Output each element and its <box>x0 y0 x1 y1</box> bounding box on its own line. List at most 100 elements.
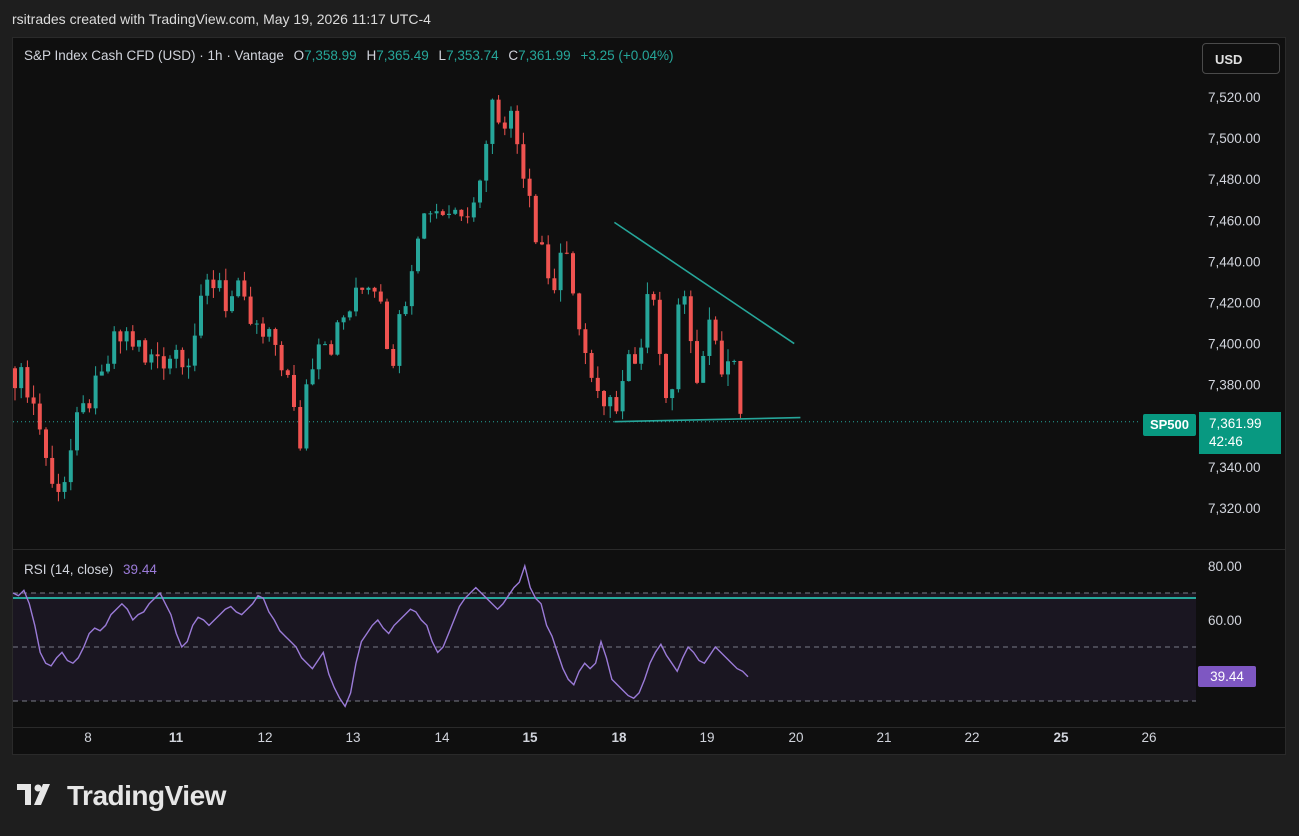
candle-body <box>682 296 687 305</box>
candle-body <box>428 213 433 215</box>
time-tick-label: 25 <box>1053 730 1069 745</box>
candle-body <box>471 202 476 218</box>
candle-body <box>422 213 427 239</box>
close-label: C <box>508 48 519 63</box>
candle-body <box>496 99 501 123</box>
candle-body <box>298 407 303 449</box>
candle-body <box>267 329 272 337</box>
ohlc-legend: S&P Index Cash CFD (USD) · 1h · Vantage … <box>24 48 674 63</box>
candle-body <box>223 280 228 312</box>
candle-body <box>285 370 290 375</box>
time-tick-label: 11 <box>169 730 184 745</box>
candle-body <box>440 211 445 215</box>
candle-body <box>261 323 265 337</box>
candle-body <box>25 367 30 398</box>
rsi-legend: RSI (14, close) 39.44 <box>24 562 157 577</box>
candle-body <box>478 180 482 203</box>
close-value: 7,361.99 <box>518 48 571 63</box>
change-value: +3.25 (+0.04%) <box>580 48 674 63</box>
candle-body <box>738 360 743 414</box>
candle-body <box>409 271 414 307</box>
candle-body <box>639 347 644 364</box>
candle-body <box>509 110 513 129</box>
candle-body <box>546 244 551 279</box>
candle-body <box>397 314 402 366</box>
chart-frame[interactable] <box>12 37 1286 755</box>
candle-body <box>124 331 129 342</box>
candle-body <box>577 293 582 330</box>
candle-body <box>87 403 92 409</box>
price-tick-label: 7,420.00 <box>1208 296 1261 311</box>
candle-body <box>453 209 458 214</box>
candle-body <box>68 450 73 483</box>
candle-body <box>366 287 371 290</box>
candle-body <box>205 279 210 296</box>
candle-body <box>130 331 135 347</box>
candle-body <box>552 278 557 291</box>
candle-body <box>211 279 216 289</box>
last-price: 7,361.99 <box>1209 416 1262 431</box>
bar-countdown: 42:46 <box>1209 434 1243 449</box>
candle-body <box>664 353 668 399</box>
candle-body <box>490 99 495 144</box>
time-tick-label: 21 <box>876 730 891 745</box>
candle-body <box>118 331 123 342</box>
candle-body <box>99 371 104 376</box>
candle-body <box>434 211 439 214</box>
symbol-label: S&P Index Cash CFD (USD) · 1h · Vantage <box>24 48 284 63</box>
candle-body <box>50 457 55 484</box>
candle-body <box>540 242 544 245</box>
rsi-value: 39.44 <box>123 562 157 577</box>
candle-body <box>447 213 451 215</box>
candle-body <box>44 429 48 458</box>
candle-body <box>37 403 42 430</box>
price-tick-label: 7,520.00 <box>1208 90 1261 105</box>
time-tick-label: 20 <box>788 730 803 745</box>
candle-body <box>199 295 203 336</box>
candle-body <box>161 356 166 369</box>
candle-body <box>403 306 408 315</box>
candle-body <box>112 331 117 364</box>
candle-body <box>304 384 309 449</box>
candle-body <box>186 365 191 368</box>
candle-body <box>657 299 662 354</box>
candle-body <box>626 354 631 382</box>
time-tick-label: 19 <box>699 730 714 745</box>
candle-body <box>174 349 179 359</box>
candle-body <box>620 381 625 412</box>
candle-body <box>75 412 79 451</box>
candle-body <box>347 311 352 318</box>
tradingview-logo-icon <box>17 781 59 811</box>
candle-body <box>341 317 346 323</box>
candle-body <box>360 287 365 290</box>
candle-body <box>155 354 160 357</box>
candle-body <box>502 122 507 129</box>
low-value: 7,353.74 <box>446 48 499 63</box>
candle-body <box>564 252 569 254</box>
candle-body <box>143 340 148 363</box>
candle-body <box>558 252 563 291</box>
price-tick-label: 7,380.00 <box>1208 378 1261 393</box>
candle-body <box>248 296 253 324</box>
candle-body <box>19 367 24 389</box>
time-tick-label: 13 <box>345 730 360 745</box>
tradingview-logo[interactable]: TradingView <box>17 780 226 812</box>
candle-body <box>230 296 234 312</box>
rsi-band-fill <box>13 593 1196 701</box>
candle-body <box>292 374 296 408</box>
candle-body <box>651 294 656 300</box>
price-tick-label: 7,480.00 <box>1208 172 1261 187</box>
candle-body <box>323 344 327 346</box>
candle-body <box>137 340 141 347</box>
candle-body <box>645 294 650 348</box>
candle-body <box>149 354 154 363</box>
candle-body <box>719 340 724 375</box>
candle-body <box>81 403 86 413</box>
high-label: H <box>366 48 377 63</box>
symbol-price-tag: SP500 <box>1143 414 1196 436</box>
currency-button[interactable]: USD <box>1202 43 1280 74</box>
candle-body <box>354 287 358 312</box>
low-label: L <box>438 48 447 63</box>
candle-body <box>676 304 681 390</box>
